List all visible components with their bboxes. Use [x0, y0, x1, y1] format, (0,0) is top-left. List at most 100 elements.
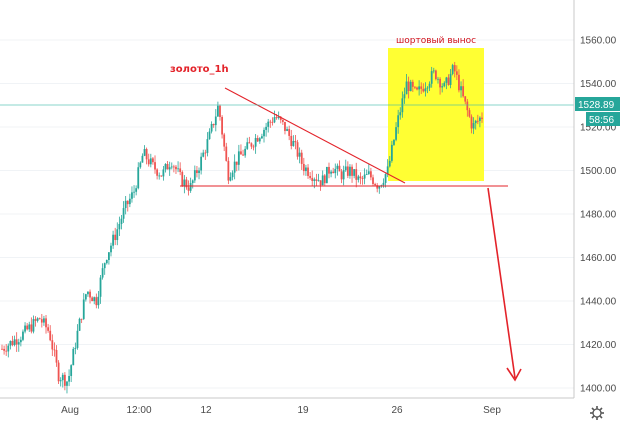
- candle-body: [63, 374, 66, 386]
- candle-body: [399, 112, 402, 116]
- candle-body: [439, 78, 441, 88]
- candle-body: [9, 340, 12, 346]
- candle-body: [235, 161, 238, 165]
- candle-body: [458, 74, 460, 91]
- candle-body: [110, 245, 112, 253]
- candle-body: [351, 166, 353, 176]
- candle-body: [474, 120, 477, 124]
- x-tick-label: 19: [297, 405, 309, 416]
- candle-body: [265, 126, 268, 130]
- countdown-text: 58:56: [589, 115, 614, 126]
- candle-body: [363, 174, 366, 179]
- candle-body: [1, 348, 3, 350]
- candle-body: [179, 168, 182, 173]
- candle-body: [445, 77, 448, 83]
- candle-body: [376, 185, 379, 189]
- candle-body: [263, 129, 265, 137]
- candle-body: [204, 152, 207, 154]
- candle-body: [216, 105, 219, 117]
- candle-body: [269, 121, 272, 123]
- candle-body: [61, 374, 64, 381]
- y-tick-label: 1440.00: [580, 297, 617, 308]
- candle-body: [32, 319, 35, 332]
- candle-body: [76, 330, 79, 348]
- candle-body: [292, 141, 295, 147]
- candle-body: [133, 191, 135, 193]
- candle-body: [172, 166, 175, 168]
- x-tick-label: Aug: [61, 405, 79, 416]
- candle-body: [422, 88, 425, 92]
- candle-body: [38, 318, 41, 320]
- grid-lines: [0, 39, 574, 389]
- candle-body: [250, 143, 253, 147]
- candle-body: [139, 162, 142, 168]
- candle-body: [273, 117, 276, 123]
- candle-body: [271, 121, 274, 123]
- candle-body: [78, 318, 81, 331]
- candle-body: [395, 127, 397, 140]
- candle-body: [405, 81, 408, 95]
- candle-body: [143, 148, 146, 156]
- candle-body: [40, 319, 43, 323]
- candle-body: [154, 162, 156, 170]
- candle-body: [51, 340, 54, 350]
- candle-body: [355, 169, 358, 180]
- candle-body: [200, 156, 203, 171]
- candle-body: [353, 169, 356, 176]
- candle-body: [177, 168, 179, 170]
- candle-body: [210, 123, 213, 132]
- candle-body: [68, 375, 70, 382]
- candle-body: [338, 165, 341, 172]
- candle-body: [191, 180, 194, 184]
- candle-body: [424, 88, 427, 92]
- time-axis: Aug 12:00 12 19 26 Sep: [61, 405, 501, 416]
- candle-body: [187, 187, 190, 191]
- candle-body: [202, 152, 205, 157]
- candle-body: [359, 176, 362, 179]
- candle-body: [246, 142, 249, 149]
- candle-body: [416, 87, 418, 90]
- candle-body: [231, 172, 234, 178]
- candle-body: [166, 163, 169, 170]
- candle-body: [124, 200, 127, 209]
- candle-body: [357, 176, 360, 180]
- candle-body: [198, 170, 200, 174]
- countdown-tag: 58:56: [586, 112, 620, 126]
- candle-body: [330, 171, 332, 174]
- candle-body: [319, 180, 322, 186]
- candle-body: [346, 166, 349, 176]
- candle-body: [434, 70, 437, 80]
- candle-body: [101, 268, 104, 278]
- candle-body: [411, 81, 414, 87]
- candle-body: [84, 294, 87, 300]
- candle-body: [17, 342, 20, 345]
- candle-body: [145, 148, 148, 160]
- candle-body: [141, 155, 144, 163]
- candle-body: [309, 175, 312, 178]
- candle-body: [288, 129, 291, 136]
- candle-body: [305, 167, 307, 172]
- candle-body: [19, 339, 22, 343]
- candle-body: [261, 136, 263, 139]
- candle-body: [103, 263, 106, 269]
- candle-body: [91, 297, 94, 302]
- settings-gear-icon[interactable]: [590, 406, 604, 420]
- candle-body: [114, 234, 117, 241]
- candle-body: [227, 160, 230, 181]
- candle-body: [284, 121, 286, 131]
- candle-body: [95, 297, 98, 306]
- candle-body: [26, 325, 29, 330]
- candle-body: [116, 229, 119, 241]
- candle-body: [158, 175, 161, 177]
- candle-body: [332, 171, 335, 174]
- candle-body: [430, 71, 433, 84]
- candle-body: [409, 81, 412, 92]
- candle-body: [323, 175, 326, 184]
- candle-body: [175, 166, 177, 170]
- candle-body: [189, 183, 192, 191]
- candle-body: [55, 350, 58, 363]
- candle-body: [87, 291, 89, 295]
- candle-body: [361, 178, 364, 179]
- candle-body: [5, 350, 8, 352]
